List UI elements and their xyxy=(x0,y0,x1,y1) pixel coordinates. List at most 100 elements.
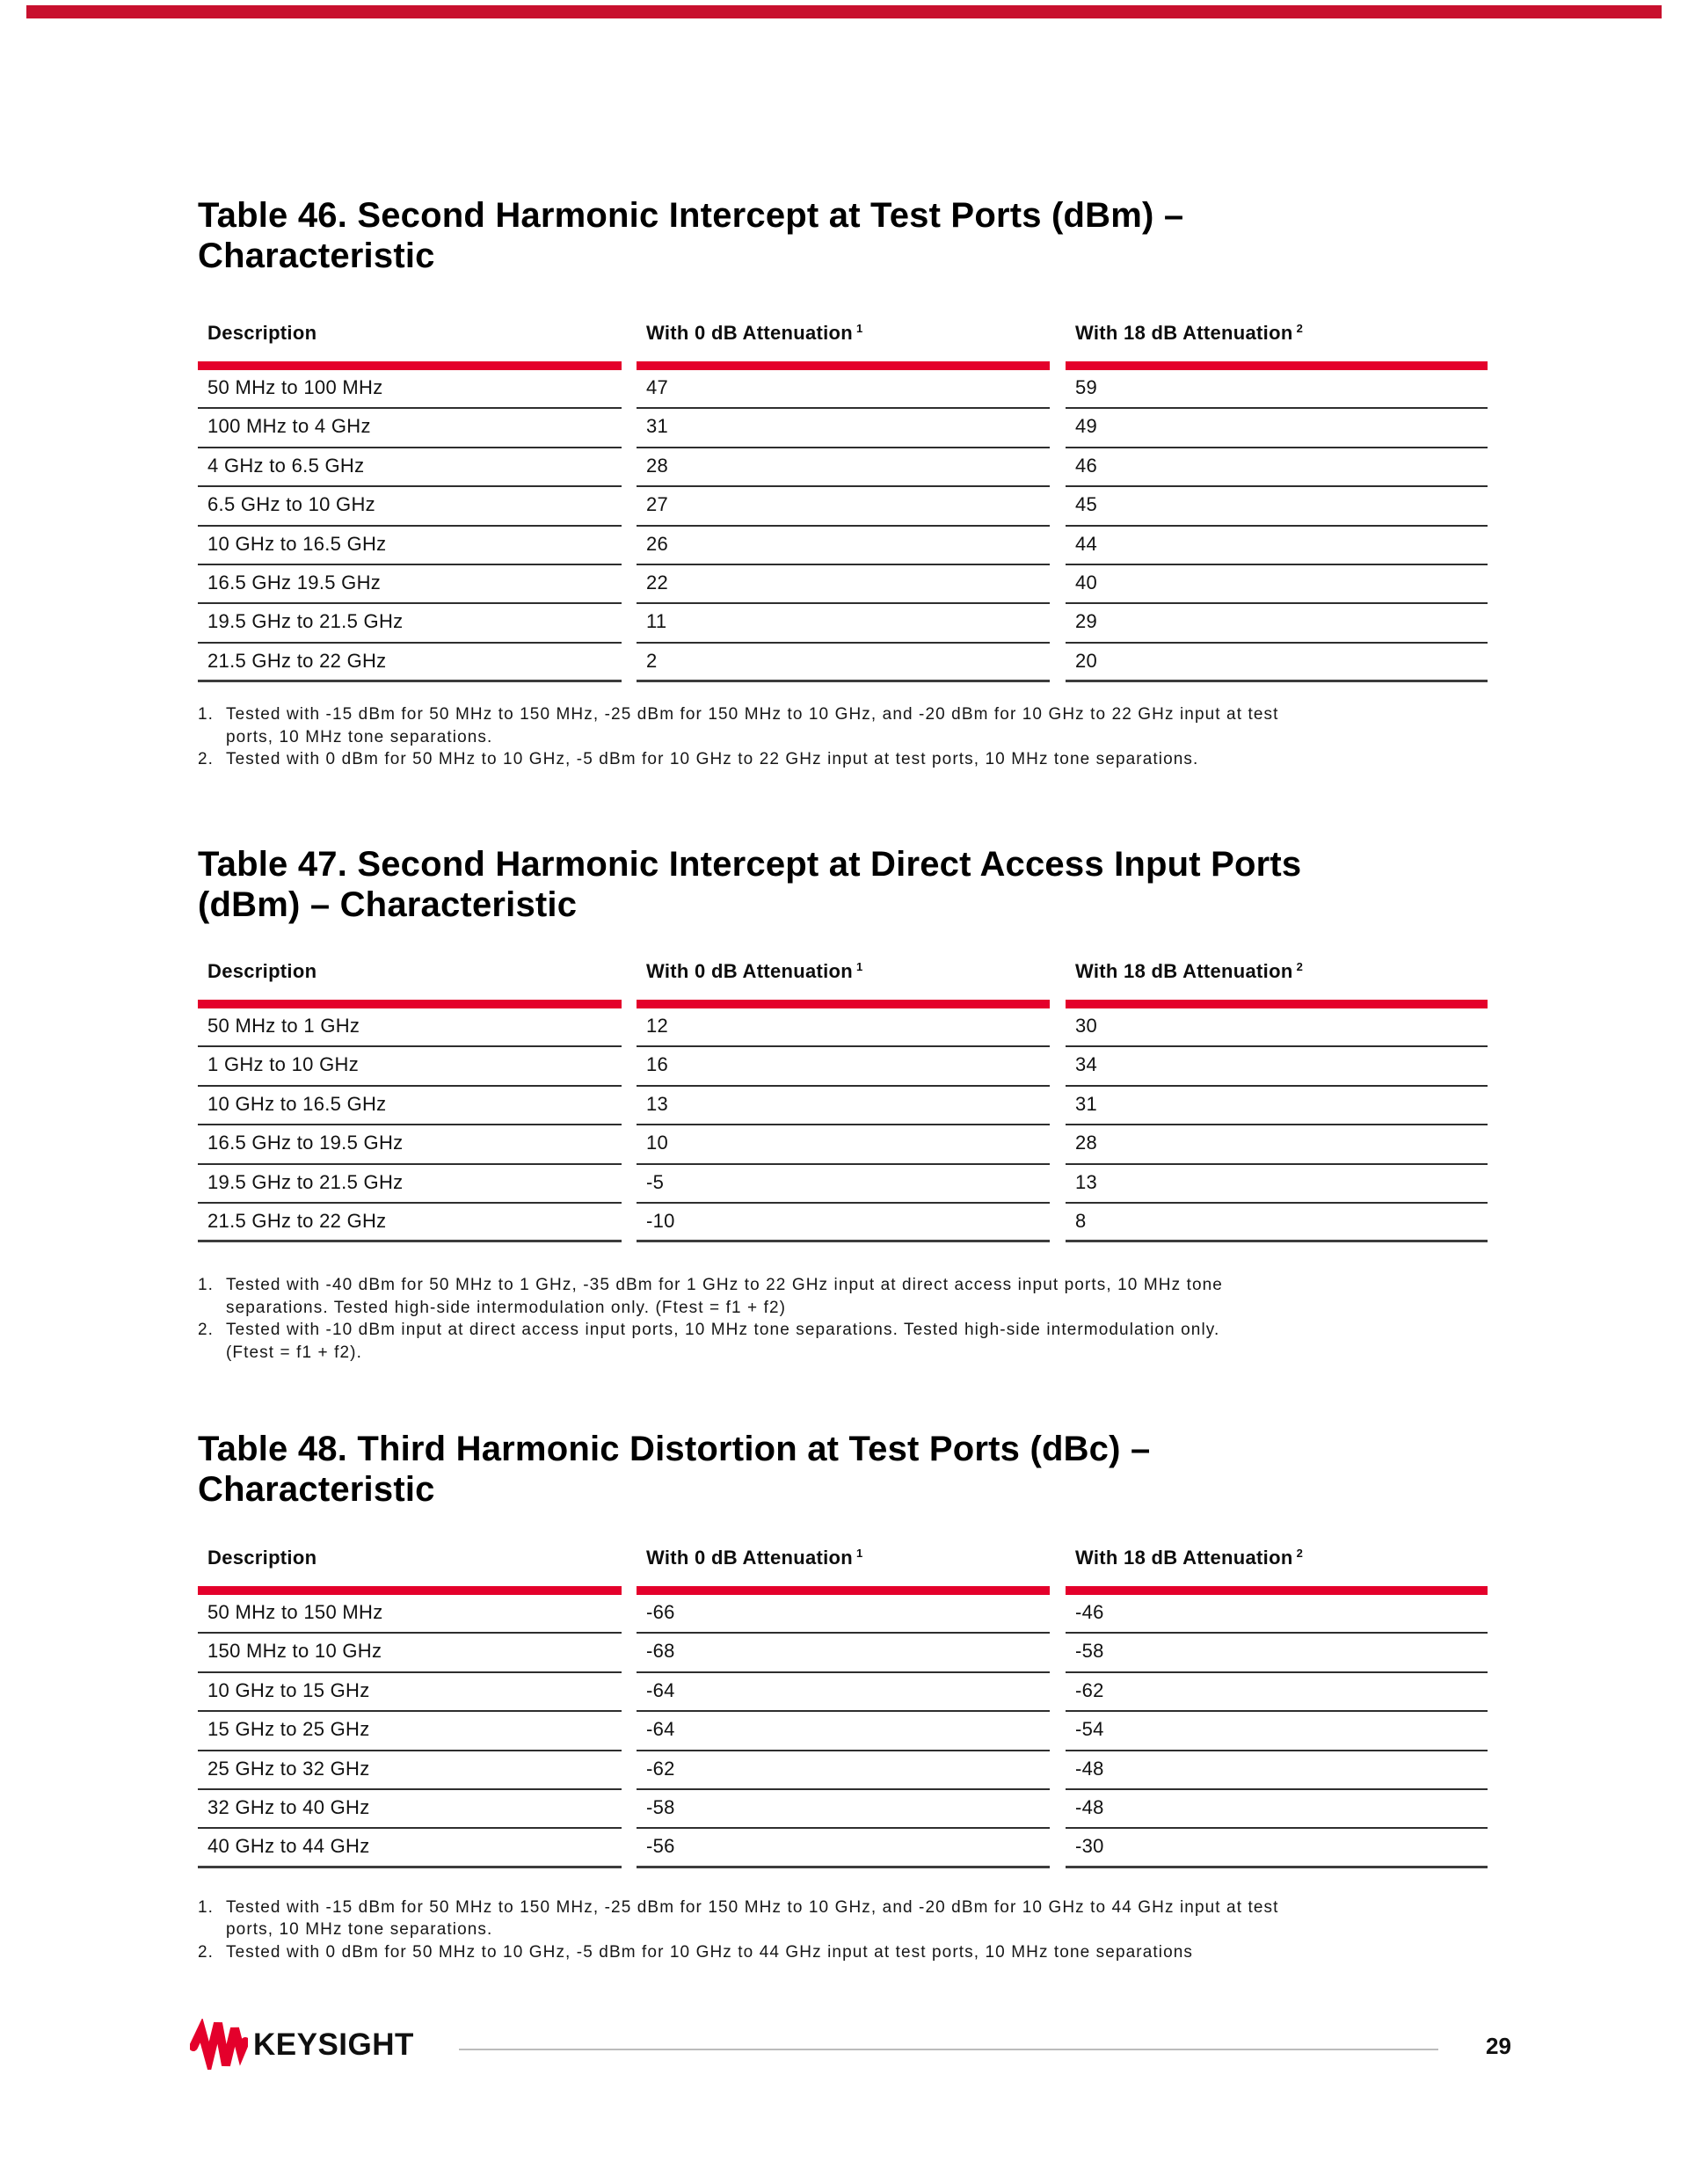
table-row: 10 GHz to 16.5 GHz 26 44 xyxy=(198,527,1488,565)
table-row: 21.5 GHz to 22 GHz 2 20 xyxy=(198,644,1488,683)
table-row: 10 GHz to 15 GHz -64 -62 xyxy=(198,1673,1488,1713)
value-cell: 28 xyxy=(1066,1125,1488,1165)
column-header: With 0 dB Attenuation 1 xyxy=(637,1547,1050,1569)
footnote: 2. Tested with -10 dBm input at direct ac… xyxy=(198,1319,1488,1364)
value-cell: 29 xyxy=(1066,604,1488,644)
keysight-logo: KEYSIGHT xyxy=(190,2019,414,2070)
table-46-footnotes: 1. Tested with -15 dBm for 50 MHz to 150 … xyxy=(198,703,1488,771)
value-cell: -62 xyxy=(637,1751,1050,1790)
column-header-label: With 18 dB Attenuation xyxy=(1075,322,1293,344)
red-rule-segment xyxy=(637,1586,1050,1595)
value-cell: 31 xyxy=(637,409,1050,448)
column-header: With 18 dB Attenuation 2 xyxy=(1066,322,1488,345)
table-row: 25 GHz to 32 GHz -62 -48 xyxy=(198,1751,1488,1790)
description-cell: 25 GHz to 32 GHz xyxy=(198,1751,622,1790)
red-rule-segment xyxy=(198,361,622,370)
red-rule-segment xyxy=(198,1000,622,1008)
column-header-label: With 0 dB Attenuation xyxy=(646,1547,854,1569)
value-cell: 12 xyxy=(637,1008,1050,1048)
value-cell: -48 xyxy=(1066,1790,1488,1830)
table-row: 16.5 GHz to 19.5 GHz 10 28 xyxy=(198,1125,1488,1165)
column-header-label: Description xyxy=(207,322,317,344)
table-46-title: Table 46. Second Harmonic Intercept at T… xyxy=(198,196,1184,275)
value-cell: 28 xyxy=(637,448,1050,488)
footnote: 1. Tested with -15 dBm for 50 MHz to 150 … xyxy=(198,703,1488,748)
table-48-header-row: Description With 0 dB Attenuation 1 With 18… xyxy=(198,1547,1488,1569)
value-cell: -68 xyxy=(637,1634,1050,1673)
column-header-label: With 18 dB Attenuation xyxy=(1075,1547,1293,1569)
value-cell: -30 xyxy=(1066,1829,1488,1868)
table-46-red-rule xyxy=(198,361,1488,370)
footnote-text: Tested with 0 dBm for 50 MHz to 10 GHz, … xyxy=(226,1942,1194,1962)
table-47: Table 47. Second Harmonic Intercept at D… xyxy=(198,844,1488,1364)
description-cell: 15 GHz to 25 GHz xyxy=(198,1712,622,1751)
footnote-reference: 2 xyxy=(1296,959,1304,973)
description-cell: 40 GHz to 44 GHz xyxy=(198,1829,622,1868)
description-cell: 50 MHz to 1 GHz xyxy=(198,1008,622,1048)
table-row: 32 GHz to 40 GHz -58 -48 xyxy=(198,1790,1488,1830)
value-cell: -66 xyxy=(637,1595,1050,1634)
column-header: With 0 dB Attenuation 1 xyxy=(637,960,1050,983)
column-header: Description xyxy=(198,960,622,983)
description-cell: 16.5 GHz 19.5 GHz xyxy=(198,565,622,605)
table-48-footnotes: 1. Tested with -15 dBm for 50 MHz to 150 … xyxy=(198,1896,1488,1964)
column-header-label: With 0 dB Attenuation xyxy=(646,960,854,982)
value-cell: -5 xyxy=(637,1165,1050,1204)
value-cell: 45 xyxy=(1066,487,1488,527)
table-row: 40 GHz to 44 GHz -56 -30 xyxy=(198,1829,1488,1868)
red-rule-segment xyxy=(1066,1586,1488,1595)
value-cell: 44 xyxy=(1066,527,1488,565)
value-cell: 22 xyxy=(637,565,1050,605)
table-row: 50 MHz to 100 MHz 47 59 xyxy=(198,370,1488,410)
value-cell: 13 xyxy=(637,1087,1050,1126)
red-rule-segment xyxy=(198,1586,622,1595)
keysight-logo-text: KEYSIGHT xyxy=(253,2027,414,2062)
description-cell: 6.5 GHz to 10 GHz xyxy=(198,487,622,527)
footnote: 1. Tested with -15 dBm for 50 MHz to 150 … xyxy=(198,1896,1488,1941)
table-47-header-row: Description With 0 dB Attenuation 1 With 18… xyxy=(198,960,1488,983)
description-cell: 19.5 GHz to 21.5 GHz xyxy=(198,1165,622,1204)
column-header: With 18 dB Attenuation 2 xyxy=(1066,1547,1488,1569)
table-46: Table 46. Second Harmonic Intercept at T… xyxy=(198,195,1488,771)
footnote-reference: 2 xyxy=(1296,1546,1304,1560)
column-header: With 0 dB Attenuation 1 xyxy=(637,322,1050,345)
footnote-text: Tested with -15 dBm for 50 MHz to 150 MH… xyxy=(226,705,1279,746)
table-row: 19.5 GHz to 21.5 GHz -5 13 xyxy=(198,1165,1488,1204)
value-cell: -58 xyxy=(637,1790,1050,1830)
table-row: 150 MHz to 10 GHz -68 -58 xyxy=(198,1634,1488,1673)
value-cell: -58 xyxy=(1066,1634,1488,1673)
table-row: 100 MHz to 4 GHz 31 49 xyxy=(198,409,1488,448)
description-cell: 100 MHz to 4 GHz xyxy=(198,409,622,448)
value-cell: 30 xyxy=(1066,1008,1488,1048)
value-cell: 34 xyxy=(1066,1047,1488,1087)
red-rule-segment xyxy=(637,1000,1050,1008)
footnote-reference: 1 xyxy=(856,1546,863,1560)
value-cell: 8 xyxy=(1066,1204,1488,1243)
table-row: 1 GHz to 10 GHz 16 34 xyxy=(198,1047,1488,1087)
footnote-number: 2. xyxy=(198,1942,215,1962)
table-47-footnotes: 1. Tested with -40 dBm for 50 MHz to 1 GH… xyxy=(198,1274,1488,1364)
table-row: 6.5 GHz to 10 GHz 27 45 xyxy=(198,487,1488,527)
footer-divider-line xyxy=(459,2049,1438,2050)
description-cell: 21.5 GHz to 22 GHz xyxy=(198,644,622,683)
red-rule-segment xyxy=(637,361,1050,370)
value-cell: -46 xyxy=(1066,1595,1488,1634)
value-cell: 59 xyxy=(1066,370,1488,410)
description-cell: 19.5 GHz to 21.5 GHz xyxy=(198,604,622,644)
value-cell: -56 xyxy=(637,1829,1050,1868)
table-row: 50 MHz to 1 GHz 12 30 xyxy=(198,1008,1488,1048)
table-48-red-rule xyxy=(198,1586,1488,1595)
column-header-label: With 0 dB Attenuation xyxy=(646,322,854,344)
description-cell: 16.5 GHz to 19.5 GHz xyxy=(198,1125,622,1165)
footnote-reference: 1 xyxy=(856,959,863,973)
footnote-text: Tested with 0 dBm for 50 MHz to 10 GHz, … xyxy=(226,750,1199,769)
footnote-number: 1. xyxy=(198,705,215,724)
column-header-label: Description xyxy=(207,960,317,982)
table-row: 19.5 GHz to 21.5 GHz 11 29 xyxy=(198,604,1488,644)
footnote-number: 2. xyxy=(198,1321,215,1340)
description-cell: 10 GHz to 16.5 GHz xyxy=(198,1087,622,1126)
table-row: 21.5 GHz to 22 GHz -10 8 xyxy=(198,1204,1488,1243)
description-cell: 50 MHz to 150 MHz xyxy=(198,1595,622,1634)
description-cell: 150 MHz to 10 GHz xyxy=(198,1634,622,1673)
table-47-title: Table 47. Second Harmonic Intercept at D… xyxy=(198,845,1302,924)
